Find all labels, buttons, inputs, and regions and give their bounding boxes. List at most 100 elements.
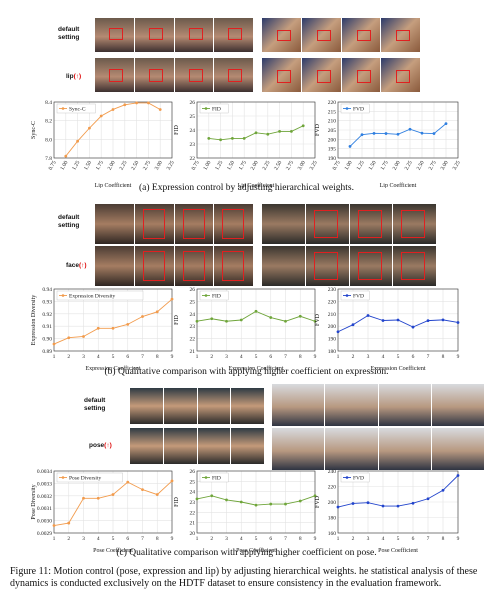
x-tick-label: 2.75 bbox=[142, 160, 152, 172]
y-tick-label: 0.94 bbox=[42, 287, 52, 293]
legend-box bbox=[56, 472, 123, 483]
y-tick-label: 21 bbox=[190, 349, 196, 355]
x-axis-label: Expression Coefficient bbox=[228, 365, 283, 371]
x-tick-label: 1.25 bbox=[356, 160, 366, 172]
data-point bbox=[254, 503, 258, 507]
frame-strip-a-boost-left bbox=[95, 58, 253, 92]
x-tick-label: 9 bbox=[457, 354, 460, 360]
data-point bbox=[411, 325, 415, 329]
data-point bbox=[99, 114, 103, 118]
y-axis-label: FID bbox=[174, 125, 180, 135]
data-point bbox=[441, 488, 445, 492]
x-tick-label: 9 bbox=[314, 354, 317, 360]
frame-strip-c-boost-right bbox=[272, 428, 484, 470]
x-tick-label: 5 bbox=[255, 536, 258, 542]
y-tick-label: 205 bbox=[328, 128, 337, 134]
y-tick-label: 160 bbox=[328, 531, 337, 537]
data-point bbox=[269, 316, 273, 319]
x-tick-label: 3 bbox=[367, 536, 370, 542]
x-tick-label: 2.25 bbox=[404, 160, 414, 172]
x-tick-label: 2 bbox=[67, 354, 70, 360]
x-tick-label: 7 bbox=[284, 536, 287, 542]
data-point bbox=[123, 103, 127, 107]
x-axis-label: Expression Coefficient bbox=[85, 365, 140, 371]
x-tick-label: 4 bbox=[97, 354, 100, 360]
x-tick-label: 5 bbox=[112, 354, 115, 360]
data-point bbox=[298, 314, 302, 318]
x-tick-label: 3.00 bbox=[297, 160, 307, 172]
plot-frame bbox=[337, 470, 459, 534]
y-axis-label: Pose Diversity bbox=[31, 484, 37, 519]
x-tick-label: 5 bbox=[112, 536, 115, 542]
data-point bbox=[408, 127, 412, 131]
x-tick-label: 4 bbox=[382, 536, 385, 542]
y-tick-label: 210 bbox=[328, 119, 337, 125]
x-tick-label: 0.75 bbox=[332, 160, 342, 172]
x-tick-label: 1.50 bbox=[83, 160, 93, 172]
y-axis-label: Sync-C bbox=[31, 121, 37, 139]
y-axis-label: FVD bbox=[315, 495, 321, 508]
data-point bbox=[195, 497, 199, 501]
row-label-default-c: default setting bbox=[84, 397, 124, 413]
y-tick-label: 195 bbox=[328, 147, 337, 153]
legend-marker bbox=[345, 294, 349, 297]
x-tick-label: 7 bbox=[141, 354, 144, 360]
y-tick-label: 190 bbox=[328, 337, 337, 343]
x-tick-label: 3.25 bbox=[166, 160, 176, 172]
data-point bbox=[336, 330, 340, 334]
data-point bbox=[301, 124, 305, 128]
y-tick-label: 240 bbox=[328, 469, 337, 475]
x-tick-label: 1.00 bbox=[203, 160, 213, 172]
frame-strip-a-default-right bbox=[262, 18, 420, 52]
data-point bbox=[82, 335, 85, 338]
x-tick-label: 1.75 bbox=[238, 160, 248, 172]
y-tick-label: 200 bbox=[328, 324, 337, 330]
data-point bbox=[366, 501, 370, 505]
row-label-boost-c: pose(↑) bbox=[89, 442, 112, 450]
chart-fvd-expression: 180 190 200 210 220 230 1 2 3 4 5 6 7 8 9 FVD Expression… bbox=[315, 287, 460, 371]
y-axis-label: Expression Diversity bbox=[31, 295, 37, 346]
x-tick-label: 1 bbox=[53, 354, 56, 360]
x-axis-label: Lip Coefficient bbox=[238, 182, 275, 188]
legend-marker bbox=[204, 476, 208, 479]
legend-label: FID bbox=[212, 476, 221, 482]
x-tick-label: 2.00 bbox=[107, 160, 117, 172]
y-tick-label: 180 bbox=[328, 516, 337, 522]
x-tick-label: 2.00 bbox=[392, 160, 402, 172]
data-point bbox=[411, 501, 415, 505]
data-point bbox=[313, 494, 317, 498]
y-tick-label: 7.8 bbox=[45, 156, 52, 162]
data-point bbox=[381, 504, 385, 508]
x-tick-label: 3.00 bbox=[440, 160, 450, 172]
y-tick-label: 200 bbox=[328, 500, 337, 506]
data-point bbox=[348, 145, 352, 148]
y-tick-label: 26 bbox=[190, 287, 196, 293]
x-axis-label: Pose Coefficient bbox=[378, 547, 418, 553]
x-tick-label: 7 bbox=[284, 354, 287, 360]
data-point bbox=[456, 474, 460, 477]
legend-box bbox=[56, 290, 144, 301]
y-tick-label: 0.90 bbox=[42, 337, 52, 343]
y-tick-label: 20 bbox=[190, 531, 196, 537]
x-tick-label: 2.75 bbox=[285, 160, 295, 172]
data-point bbox=[290, 130, 293, 133]
x-tick-label: 5 bbox=[397, 536, 400, 542]
x-tick-label: 3.25 bbox=[309, 160, 319, 172]
data-point bbox=[147, 101, 150, 105]
frame-strip-b-default-right bbox=[262, 204, 436, 244]
y-tick-label: 25 bbox=[190, 299, 196, 305]
data-point bbox=[210, 317, 214, 321]
data-point bbox=[195, 319, 199, 323]
data-point bbox=[64, 154, 68, 158]
data-point bbox=[269, 502, 273, 506]
data-point bbox=[242, 137, 246, 140]
data-point bbox=[111, 493, 115, 496]
legend-label: Sync-C bbox=[69, 107, 86, 113]
y-tick-label: 22 bbox=[190, 156, 196, 162]
x-tick-label: 6 bbox=[269, 536, 272, 542]
legend-box bbox=[199, 103, 229, 114]
y-tick-label: 215 bbox=[328, 109, 337, 115]
data-point bbox=[126, 480, 130, 484]
data-point bbox=[219, 138, 222, 142]
